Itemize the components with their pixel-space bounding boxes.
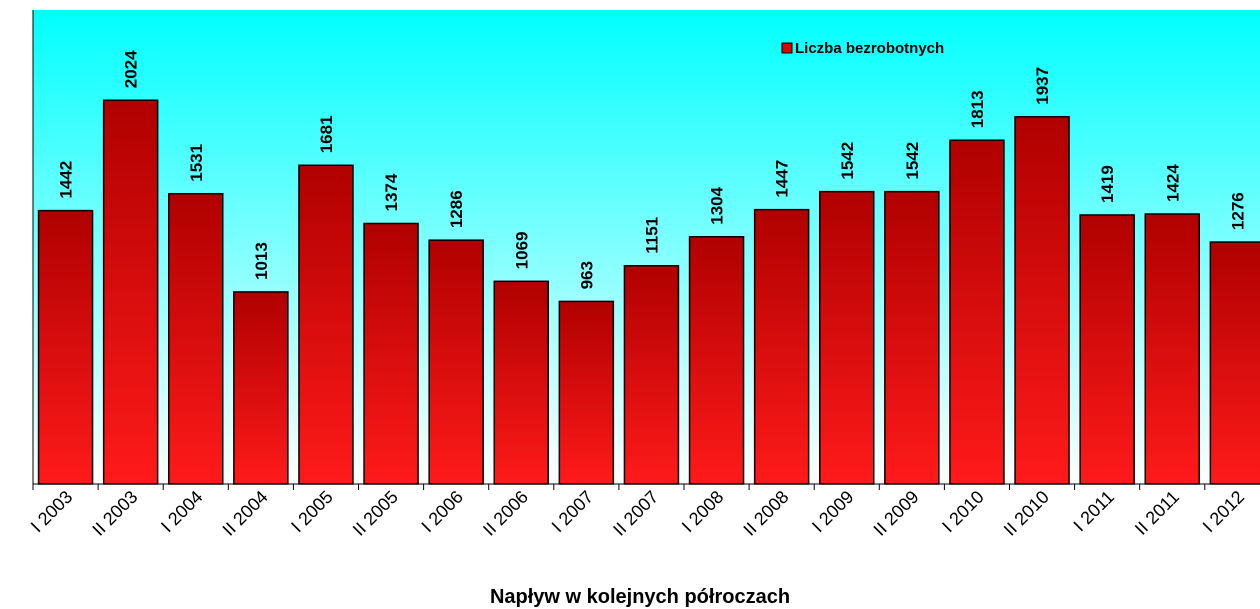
bar [233, 291, 289, 485]
bar [102, 99, 159, 485]
x-tick-label: II 2003 [88, 487, 141, 540]
x-tick-label: I 2011 [1069, 487, 1118, 536]
value-label: 1069 [512, 231, 531, 269]
x-tick-label: I 2009 [808, 487, 858, 537]
x-axis-title: Napływ w kolejnych półroczach [490, 586, 790, 608]
bar [1079, 214, 1135, 485]
x-tick-label: I 2007 [548, 487, 598, 537]
value-label: 2024 [122, 50, 141, 88]
value-label: 1276 [1228, 192, 1247, 230]
value-label: 963 [577, 261, 596, 289]
legend-swatch [781, 42, 793, 54]
bar [949, 139, 1005, 485]
bar [753, 208, 810, 485]
x-tick-label: II 2007 [609, 487, 662, 540]
x-tick-label: I 2004 [157, 487, 207, 537]
value-label: 1442 [57, 161, 76, 199]
value-label: 1304 [708, 186, 727, 224]
value-label: 1542 [838, 142, 857, 180]
x-tick-label: I 2010 [938, 487, 988, 537]
x-tick-label: II 2005 [349, 487, 402, 540]
bar [428, 239, 484, 485]
bar [884, 190, 940, 485]
x-tick-label: II 2004 [219, 487, 272, 540]
value-label: 1681 [317, 115, 336, 153]
value-label: 1151 [642, 217, 661, 254]
bar [819, 190, 875, 485]
x-tick-label: II 2010 [1000, 487, 1053, 540]
bar [1014, 115, 1070, 485]
value-label: 1013 [252, 242, 271, 280]
x-tick-label: II 2011 [1131, 487, 1183, 539]
value-label: 1374 [382, 173, 401, 211]
bar [168, 192, 224, 485]
value-label: 1447 [773, 160, 792, 198]
value-label: 1419 [1098, 165, 1117, 203]
value-label: 1424 [1163, 164, 1182, 202]
bar [493, 280, 549, 485]
x-tick-label: II 2008 [739, 487, 792, 540]
value-label: 1531 [187, 144, 206, 182]
value-label: 1286 [447, 190, 466, 228]
bar [688, 236, 745, 485]
legend-label: Liczba bezrobotnych [795, 40, 944, 57]
x-tick-label: I 2006 [417, 487, 467, 537]
bar [1209, 241, 1260, 485]
bar [558, 300, 615, 485]
bar [298, 164, 354, 485]
x-tick-label: I 2008 [678, 487, 728, 537]
bar [623, 265, 680, 485]
x-tick-label: I 2005 [287, 487, 337, 537]
x-tick-label: II 2006 [479, 487, 532, 540]
value-label: 1937 [1033, 67, 1052, 105]
value-label: 1813 [968, 90, 987, 128]
bar [363, 222, 419, 485]
bar [37, 209, 94, 485]
bar [1144, 213, 1200, 485]
value-label: 1542 [903, 142, 922, 180]
x-tick-label: II 2009 [870, 487, 923, 540]
x-tick-label: I 2003 [27, 487, 77, 537]
x-tick-label: I 2012 [1199, 487, 1249, 537]
